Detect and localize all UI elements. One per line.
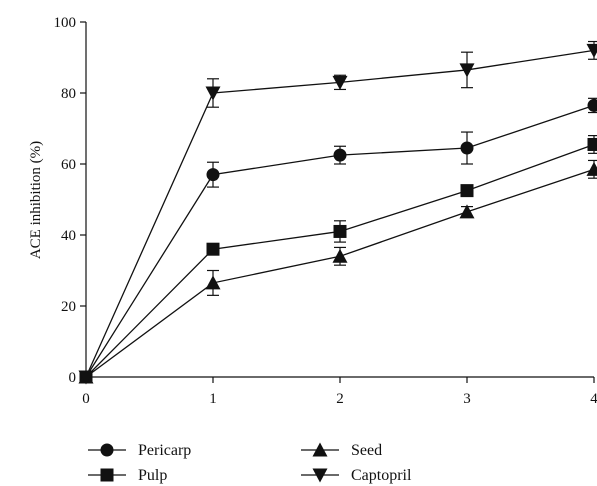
- x-tick-label: 3: [463, 391, 471, 407]
- y-tick-label: 60: [61, 157, 76, 173]
- data-point-captopril: [78, 370, 94, 385]
- data-point-pericarp: [460, 141, 474, 155]
- legend-label: Captopril: [351, 467, 412, 484]
- legend-item-captopril: Captopril: [301, 467, 412, 484]
- data-point-captopril: [459, 63, 475, 78]
- axes: 0 20 40 60 80 100 0 1 2 3 4: [54, 15, 597, 407]
- legend-marker-captopril: [312, 468, 328, 483]
- x-tick-label: 2: [336, 391, 344, 407]
- y-tick-label: 20: [61, 299, 76, 315]
- legend-item-seed: Seed: [301, 442, 382, 459]
- series-line-seed: [85, 168, 595, 378]
- legend-label: Seed: [351, 442, 382, 459]
- data-point-pericarp: [333, 148, 347, 162]
- legend: Pericarp Pulp Seed Captopril: [88, 442, 412, 484]
- series-pericarp: [79, 97, 597, 384]
- data-point-pulp: [587, 137, 597, 151]
- x-tick-label: 1: [209, 391, 217, 407]
- series-layer: [78, 40, 597, 385]
- legend-item-pericarp: Pericarp: [88, 442, 191, 459]
- series-line-captopril: [85, 49, 595, 378]
- y-tick-label: 80: [61, 86, 76, 102]
- series-captopril: [78, 40, 597, 385]
- data-point-pulp: [460, 184, 474, 198]
- legend-label: Pulp: [138, 467, 167, 484]
- data-point-seed: [459, 204, 475, 219]
- y-tick-label: 40: [61, 228, 76, 244]
- data-point-captopril: [586, 43, 597, 58]
- y-tick-label: 0: [69, 370, 77, 386]
- legend-item-pulp: Pulp: [88, 467, 167, 484]
- x-tick-label: 0: [82, 391, 90, 407]
- y-axis-title: ACE inhibition (%): [28, 141, 44, 259]
- data-point-pericarp: [587, 98, 597, 112]
- data-point-pulp: [206, 242, 220, 256]
- legend-label: Pericarp: [138, 442, 191, 459]
- data-point-captopril: [332, 75, 348, 90]
- y-tick-label: 100: [54, 15, 77, 31]
- data-point-pulp: [333, 224, 347, 238]
- data-point-seed: [332, 248, 348, 263]
- legend-marker-seed: [312, 442, 328, 457]
- legend-marker-pulp: [100, 468, 114, 482]
- x-tick-label: 4: [590, 391, 597, 407]
- series-seed: [78, 159, 597, 384]
- data-point-pericarp: [206, 168, 220, 182]
- data-point-seed: [205, 275, 221, 290]
- data-point-seed: [586, 161, 597, 176]
- data-point-captopril: [205, 86, 221, 101]
- legend-marker-pericarp: [100, 443, 114, 457]
